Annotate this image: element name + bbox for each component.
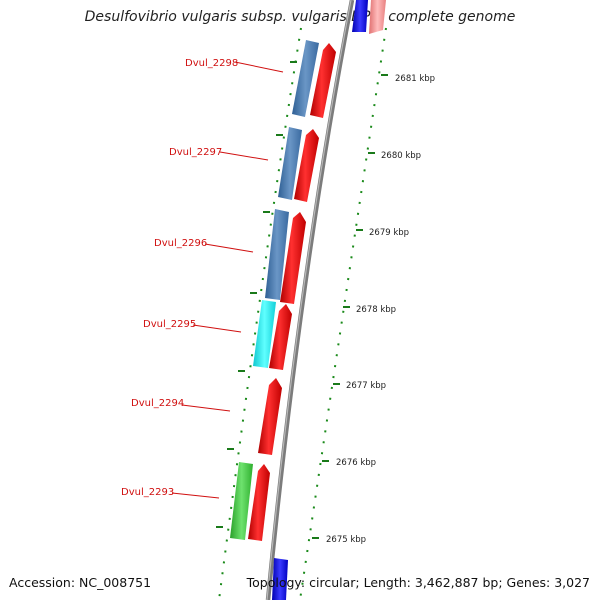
label-line-2298 [234,61,284,73]
partial-gene-bottom-blue [272,558,288,600]
genome-backbone-highlight [266,0,352,600]
gene-label-2293: Dvul_2293 [121,487,174,498]
gene-dvul-2293[interactable]: Dvul_2293 [121,462,270,541]
kbp-label-2681: 2681 kbp [395,74,435,84]
forward-cds-2298 [310,43,336,118]
gene-dvul-2298[interactable]: Dvul_2298 [185,40,336,118]
forward-cds-2296 [280,212,306,304]
gene-dvul-2294[interactable]: Dvul_2294 [131,378,282,455]
gene-dvul-2296[interactable]: Dvul_2296 [154,209,306,304]
kbp-label-2676: 2676 kbp [336,458,376,468]
forward-cds-2295 [269,304,292,370]
reverse-cds-2298 [292,40,319,117]
genome-summary-text: Topology: circular; Length: 3,462,887 bp… [246,575,590,590]
label-line-2294 [181,404,231,412]
label-line-2295 [192,324,242,333]
kbp-label-2680: 2680 kbp [381,151,421,161]
gene-label-2295: Dvul_2295 [143,319,196,330]
label-line-2296 [204,243,254,253]
gene-label-2298: Dvul_2298 [185,58,238,69]
gene-dvul-2295[interactable]: Dvul_2295 [143,300,292,370]
gene-label-2294: Dvul_2294 [131,398,184,409]
gene-dvul-2297[interactable]: Dvul_2297 [169,127,319,202]
label-line-2297 [219,151,269,161]
gene-label-2296: Dvul_2296 [154,238,207,249]
forward-cds-2293 [248,464,270,541]
kbp-label-2679: 2679 kbp [369,228,409,238]
kbp-label-2677: 2677 kbp [346,381,386,391]
map-title: Desulfovibrio vulgaris subsp. vulgaris D… [84,9,516,25]
gene-label-2297: Dvul_2297 [169,147,222,158]
label-line-2293 [171,492,220,499]
accession-text: Accession: NC_008751 [9,575,152,590]
outer-ticks [312,74,388,539]
partial-gene-top-pink [369,0,386,34]
kbp-label-2678: 2678 kbp [356,305,396,315]
genome-backbone [265,0,355,600]
forward-cds-2297 [294,129,319,202]
reverse-cds-2297 [278,127,302,200]
kbp-label-2675: 2675 kbp [326,535,366,545]
reverse-cds-2296 [265,209,289,300]
inner-ticks [216,61,297,528]
reverse-cds-2293 [230,462,253,540]
forward-cds-2294 [258,378,282,455]
partial-gene-top-blue [352,0,368,32]
reverse-cds-2295 [253,300,276,368]
outer-dotted-ring [299,27,387,600]
